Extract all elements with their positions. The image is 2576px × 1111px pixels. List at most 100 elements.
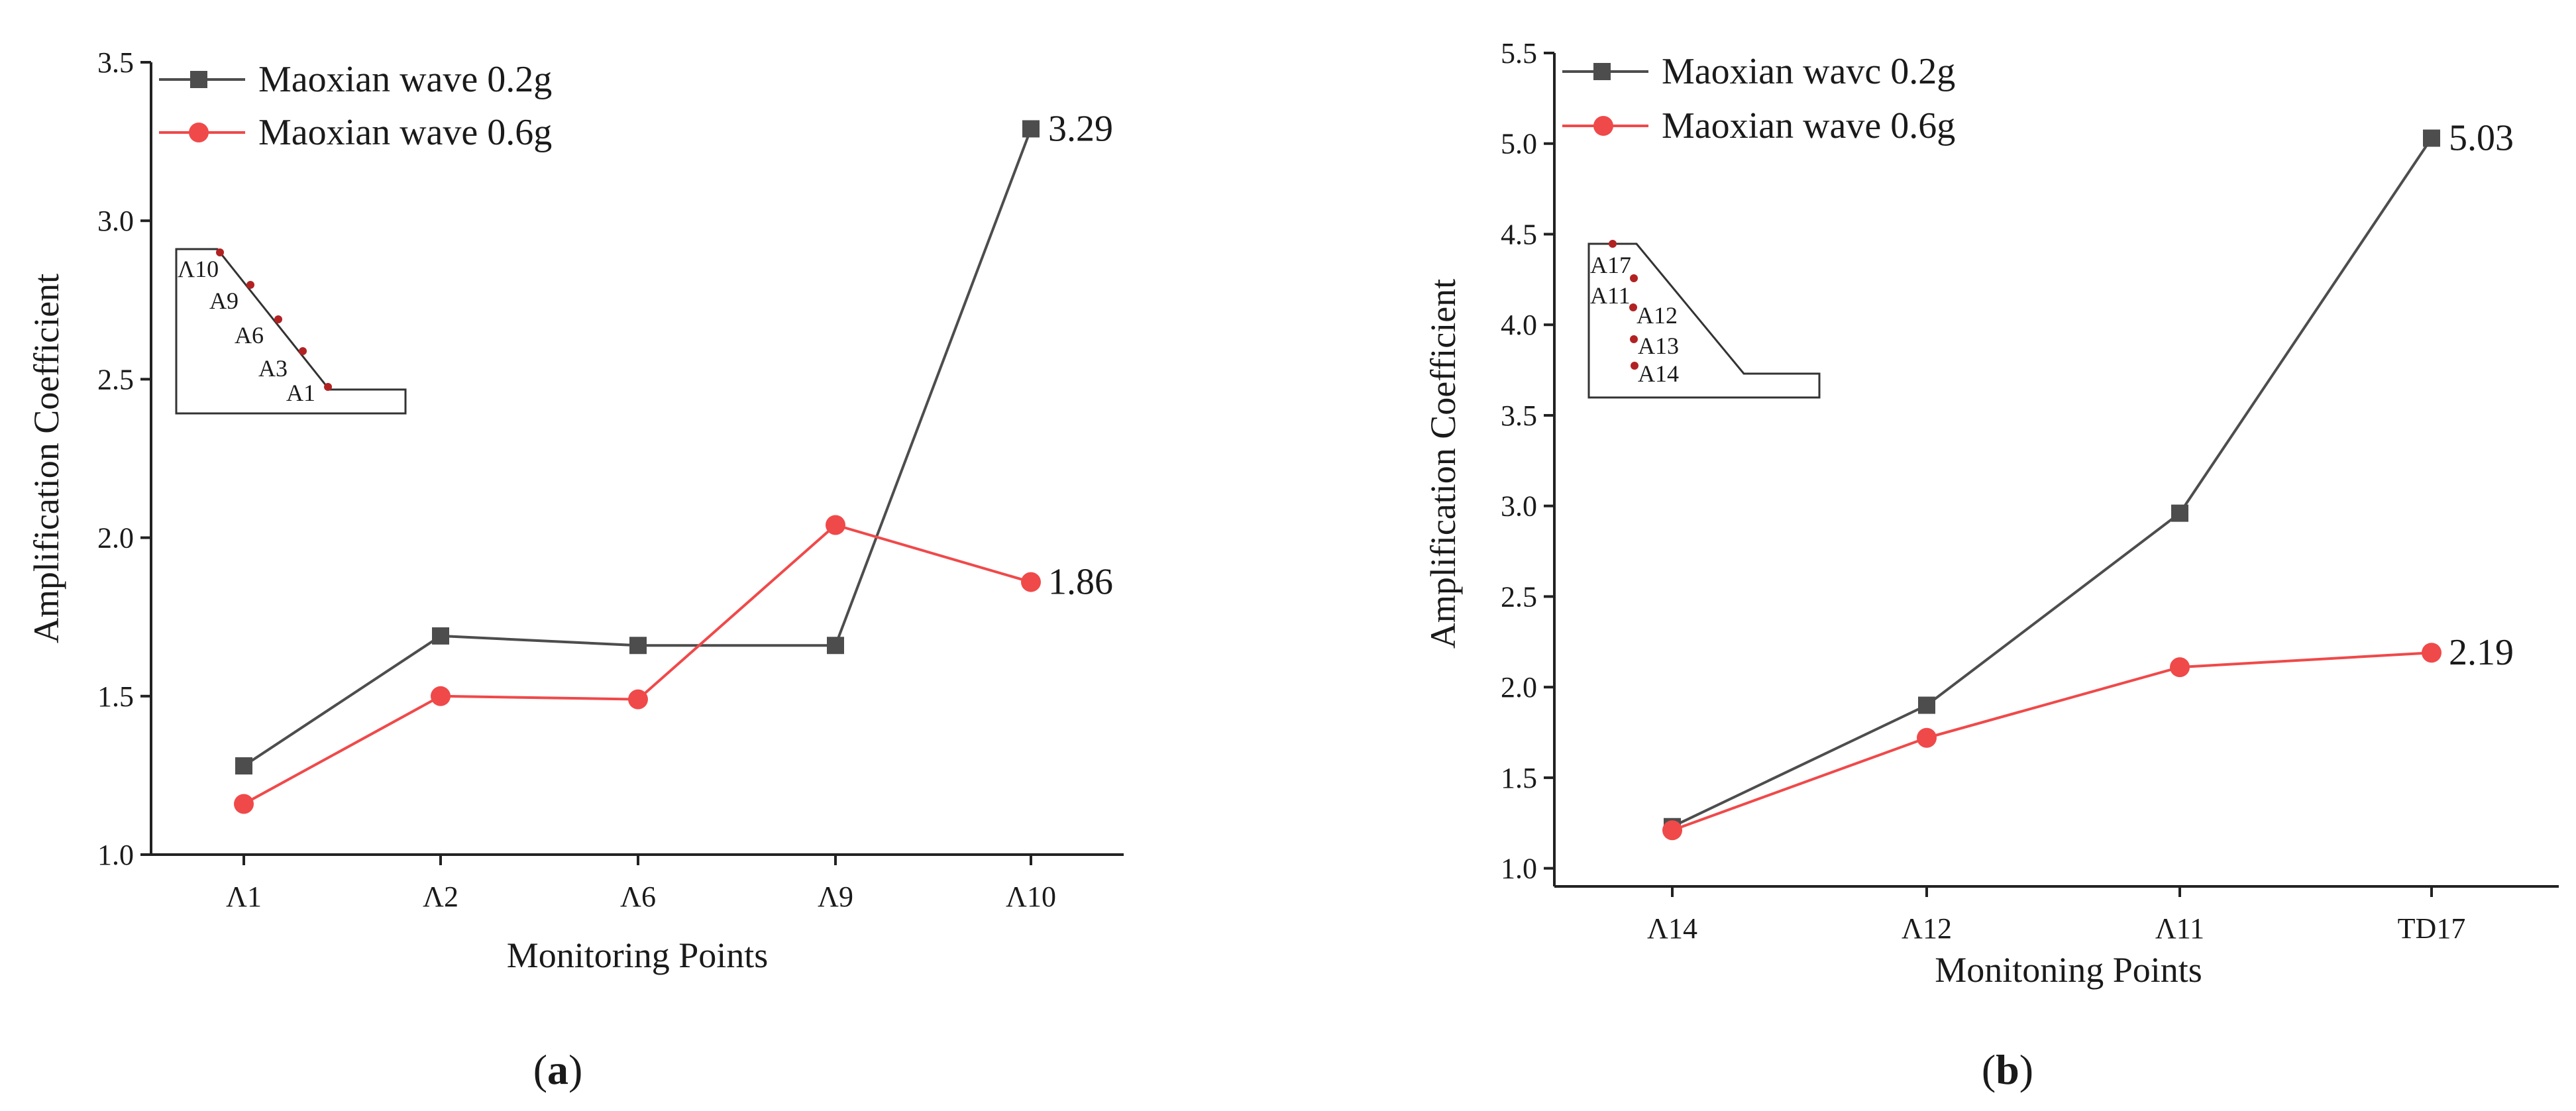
y-tick-label-a-5: 3.5 bbox=[97, 46, 134, 79]
legend-label-a-0: Maoxian wave 0.2g bbox=[258, 59, 552, 100]
y-tick-label-b-9: 5.5 bbox=[1501, 37, 1537, 70]
inset-diagram-a: Λ10 A9 A6 A3 A1 bbox=[175, 248, 407, 415]
x-tick-label-a-2: Λ6 bbox=[620, 880, 656, 913]
inset-point-a-0 bbox=[216, 248, 224, 256]
inset-label-b-1: A11 bbox=[1590, 282, 1631, 309]
y-axis-label-a: Amplification Coefficient bbox=[27, 274, 66, 643]
caption-letter-b: b bbox=[1996, 1046, 2019, 1093]
data-label-a-1: 1.86 bbox=[1048, 562, 1113, 603]
legend-label-b-1: Maoxian wave 0.6g bbox=[1662, 105, 1955, 146]
series-line-b-1 bbox=[1672, 651, 2432, 832]
y-axis-label-b: Amplification Coefficient bbox=[1423, 279, 1463, 649]
series-line-a-1 bbox=[243, 523, 1032, 806]
inset-point-b-3 bbox=[1630, 335, 1638, 343]
legend-marker-b-0 bbox=[1593, 63, 1611, 80]
series-line-a-0 bbox=[242, 128, 1032, 767]
y-tick-label-b-5: 3.5 bbox=[1501, 399, 1537, 432]
data-point-a-1-1 bbox=[431, 686, 451, 706]
inset-label-a-2: A6 bbox=[235, 322, 264, 348]
x-tick-label-b-1: Λ12 bbox=[1902, 912, 1952, 945]
inset-label-a-4: A1 bbox=[286, 380, 315, 406]
caption-b: (b) bbox=[1982, 1046, 2033, 1093]
y-tick-label-b-0: 1.0 bbox=[1501, 853, 1537, 885]
inset-slope-outline-b bbox=[1587, 242, 1821, 399]
data-point-b-0-1 bbox=[1918, 696, 1935, 714]
x-tick-label-a-4: Λ10 bbox=[1006, 880, 1056, 913]
caption-a: (a) bbox=[533, 1046, 583, 1093]
series-markers-b bbox=[1662, 129, 2442, 841]
legend-a: Maoxian wave 0.2g Maoxian wave 0.6g bbox=[159, 59, 552, 153]
inset-point-a-3 bbox=[299, 347, 307, 355]
data-point-b-0-3 bbox=[2423, 129, 2440, 147]
annotations-b: 5.03 2.19 bbox=[2449, 118, 2514, 674]
inset-point-b-1 bbox=[1630, 274, 1638, 282]
x-tick-label-a-1: Λ2 bbox=[423, 880, 458, 913]
inset-point-b-0 bbox=[1609, 240, 1617, 248]
y-tick-label-b-3: 2.5 bbox=[1501, 580, 1537, 613]
y-tick-label-a-4: 3.0 bbox=[97, 205, 134, 237]
x-tick-label-b-3: TD17 bbox=[2398, 912, 2466, 945]
y-tick-label-a-1: 1.5 bbox=[97, 680, 134, 713]
data-point-b-0-2 bbox=[2171, 504, 2188, 522]
caption-letter-a: a bbox=[547, 1046, 568, 1093]
y-tick-label-a-2: 2.0 bbox=[97, 522, 134, 555]
data-point-b-1-2 bbox=[2170, 657, 2190, 678]
data-point-a-0-0 bbox=[235, 757, 252, 775]
data-label-b-0: 5.03 bbox=[2449, 118, 2514, 159]
y-tick-label-b-8: 5.0 bbox=[1501, 128, 1537, 160]
legend-marker-b-1 bbox=[1593, 116, 1613, 136]
legend-b: Maoxian wavc 0.2g Maoxian wave 0.6g bbox=[1562, 51, 1955, 146]
inset-label-a-0: Λ10 bbox=[178, 256, 219, 282]
y-tick-label-b-2: 2.0 bbox=[1501, 671, 1537, 704]
data-label-a-0: 3.29 bbox=[1048, 108, 1113, 149]
data-point-a-1-3 bbox=[826, 515, 845, 535]
y-tick-label-b-1: 1.5 bbox=[1501, 762, 1537, 794]
legend-label-b-0: Maoxian wavc 0.2g bbox=[1662, 51, 1955, 92]
y-tick-label-b-4: 3.0 bbox=[1501, 490, 1537, 523]
chart-panel-a: 1.01.52.02.53.03.5 Λ1 Λ2 Λ6 Λ9 Λ10 3.291.86 … bbox=[27, 46, 1124, 1093]
inset-label-b-4: A14 bbox=[1638, 360, 1679, 387]
y-tick-label-b-7: 4.5 bbox=[1501, 218, 1537, 250]
data-point-a-0-1 bbox=[432, 627, 449, 645]
y-tick-label-a-3: 2.5 bbox=[97, 363, 134, 396]
y-ticks-a: 1.0 1.5 2.0 2.5 3.0 3.5 bbox=[97, 46, 151, 871]
series-lines-b bbox=[1672, 137, 2433, 832]
inset-label-b-3: A13 bbox=[1638, 333, 1679, 359]
y-tick-label-b-6: 4.0 bbox=[1501, 309, 1537, 341]
x-ticks-a: Λ1 Λ2 Λ6 Λ9 Λ10 bbox=[226, 855, 1056, 913]
x-tick-label-b-2: Λ11 bbox=[2155, 912, 2204, 945]
inset-label-b-0: A17 bbox=[1590, 252, 1631, 278]
inset-point-a-1 bbox=[246, 281, 254, 289]
x-axis-label-a: Monitoring Points bbox=[507, 935, 769, 975]
inset-diagram-b: A17 A11 A12 A13 A14 bbox=[1587, 240, 1821, 399]
inset-point-b-2 bbox=[1629, 303, 1637, 311]
data-point-a-0-2 bbox=[629, 637, 647, 655]
data-point-a-0-4 bbox=[1022, 120, 1040, 138]
inset-point-a-4 bbox=[324, 383, 332, 391]
x-tick-label-b-0: Λ14 bbox=[1647, 912, 1697, 945]
data-point-a-1-0 bbox=[234, 794, 254, 814]
inset-label-a-1: A9 bbox=[209, 288, 239, 314]
inset-label-b-2: A12 bbox=[1637, 302, 1678, 329]
legend-marker-a-1 bbox=[189, 123, 209, 142]
inset-label-a-3: A3 bbox=[258, 355, 288, 382]
series-markers-a bbox=[234, 120, 1041, 814]
y-tick-label-a-0: 1.0 bbox=[97, 839, 134, 871]
y-ticks-b: 1.0 1.5 2.0 2.5 3.0 3.5 4.0 4.5 5.0 5.5 bbox=[1501, 37, 1554, 885]
data-point-b-1-1 bbox=[1917, 727, 1937, 748]
series-line-b-0 bbox=[1672, 137, 2433, 828]
data-label-b-1: 2.19 bbox=[2449, 632, 2514, 673]
x-tick-label-a-0: Λ1 bbox=[226, 880, 262, 913]
data-point-a-1-4 bbox=[1021, 572, 1041, 592]
data-point-b-1-0 bbox=[1662, 820, 1682, 841]
x-tick-label-a-3: Λ9 bbox=[818, 880, 853, 913]
annotations-a: 3.29 1.86 bbox=[1048, 108, 1113, 602]
chart-panel-b: 1.0 1.5 2.0 2.5 3.0 3.5 4.0 4.5 5.0 5.5 Λ14 Λ12 Λ11… bbox=[1423, 37, 2559, 1093]
inset-point-a-2 bbox=[274, 315, 282, 323]
data-point-a-1-2 bbox=[628, 689, 648, 710]
data-point-b-1-3 bbox=[2422, 643, 2442, 663]
inset-point-b-4 bbox=[1631, 362, 1638, 370]
data-point-a-0-3 bbox=[827, 637, 844, 655]
legend-marker-a-0 bbox=[190, 71, 207, 88]
